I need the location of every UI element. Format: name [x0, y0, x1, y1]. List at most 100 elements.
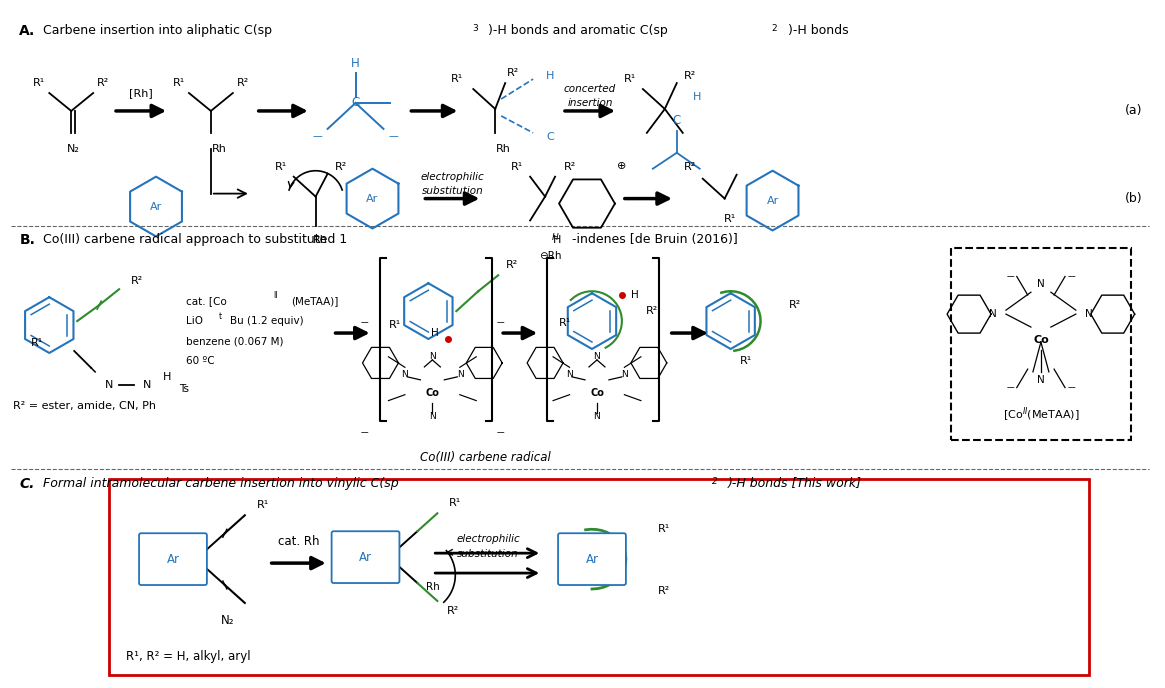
Text: C: C [672, 114, 680, 127]
Text: Rh: Rh [211, 144, 226, 154]
Text: Bu (1.2 equiv): Bu (1.2 equiv) [230, 316, 303, 326]
Text: H: H [546, 71, 555, 81]
Text: R¹: R¹ [511, 162, 523, 172]
Text: R¹: R¹ [450, 498, 461, 508]
Text: Ar: Ar [366, 193, 379, 204]
Text: N: N [429, 412, 436, 421]
Text: C: C [546, 132, 553, 142]
Text: R²: R² [564, 162, 577, 172]
Text: H: H [163, 372, 171, 382]
Text: Co(III) carbene radical: Co(III) carbene radical [419, 451, 551, 464]
Text: (MeTAA)]: (MeTAA)] [291, 296, 338, 306]
Text: Ts: Ts [179, 384, 189, 394]
Text: R¹: R¹ [658, 524, 670, 535]
Text: 3: 3 [472, 24, 478, 33]
Text: Co: Co [425, 388, 439, 398]
Text: )-H bonds and aromatic C(sp: )-H bonds and aromatic C(sp [488, 24, 668, 37]
Text: R¹: R¹ [559, 318, 571, 328]
Text: N: N [105, 380, 113, 390]
Text: -indenes [de Bruin (2016)]: -indenes [de Bruin (2016)] [572, 233, 737, 246]
Text: electrophilic: electrophilic [421, 172, 485, 182]
Text: R²: R² [97, 78, 110, 88]
Text: R¹: R¹ [172, 78, 185, 88]
Text: —: — [1007, 272, 1014, 281]
Text: R¹, R² = H, alkyl, aryl: R¹, R² = H, alkyl, aryl [126, 650, 250, 663]
Text: R²: R² [130, 277, 143, 286]
Text: [Co$^{II}$(MeTAA)]: [Co$^{II}$(MeTAA)] [1003, 405, 1079, 424]
Text: Ar: Ar [167, 552, 179, 566]
Text: benzene (0.067 M): benzene (0.067 M) [186, 336, 283, 346]
Text: Rh: Rh [313, 235, 329, 246]
Text: R²: R² [645, 306, 658, 316]
Text: —: — [496, 428, 504, 437]
Text: Ar: Ar [767, 195, 778, 206]
Text: N: N [621, 370, 628, 379]
Text: [Rh]: [Rh] [129, 88, 153, 98]
Text: R¹: R¹ [256, 500, 269, 510]
Text: N: N [594, 412, 600, 421]
Text: N: N [566, 370, 572, 379]
FancyBboxPatch shape [110, 480, 1089, 675]
Text: II: II [274, 291, 278, 300]
Text: Ar: Ar [359, 550, 372, 563]
Text: —: — [312, 131, 323, 141]
Text: cat. [Co: cat. [Co [186, 296, 227, 306]
Text: Ar: Ar [586, 552, 599, 566]
Text: R²: R² [447, 606, 459, 616]
Text: Ar: Ar [150, 202, 162, 211]
Text: —: — [496, 319, 504, 327]
Text: H: H [692, 92, 701, 102]
Text: )-H bonds: )-H bonds [788, 24, 848, 37]
Text: electrophilic: electrophilic [457, 534, 520, 544]
Text: R²: R² [684, 71, 696, 81]
Text: 2: 2 [771, 24, 777, 33]
Text: R¹: R¹ [623, 74, 636, 84]
Text: N: N [401, 370, 408, 379]
Text: Formal intramolecular carbene insertion into vinylic C(sp: Formal intramolecular carbene insertion … [43, 477, 398, 491]
Text: N: N [1037, 375, 1045, 385]
Text: —: — [361, 428, 368, 437]
Text: R¹: R¹ [389, 320, 402, 330]
Text: substitution: substitution [458, 549, 520, 559]
Text: insertion: insertion [567, 98, 613, 108]
Text: (a): (a) [1125, 105, 1143, 118]
Text: R¹: R¹ [740, 356, 751, 366]
FancyBboxPatch shape [558, 533, 626, 585]
Text: LiO: LiO [186, 316, 203, 326]
Text: substitution: substitution [422, 186, 483, 195]
Text: Co: Co [589, 388, 603, 398]
Text: )-H bonds [This work]: )-H bonds [This work] [728, 477, 862, 491]
Text: —: — [1007, 383, 1014, 392]
Text: R² = ester, amide, CN, Ph: R² = ester, amide, CN, Ph [13, 400, 156, 411]
FancyBboxPatch shape [139, 533, 207, 585]
FancyBboxPatch shape [332, 531, 400, 583]
Text: R¹: R¹ [31, 338, 43, 348]
Text: H: H [553, 235, 562, 246]
Text: C.: C. [20, 477, 35, 491]
Text: N: N [457, 370, 464, 379]
Text: N₂: N₂ [66, 144, 79, 154]
Text: cat. Rh: cat. Rh [278, 535, 319, 548]
Text: N₂: N₂ [221, 614, 234, 627]
Text: R²: R² [684, 162, 696, 172]
Text: N: N [594, 352, 600, 361]
Text: R²: R² [334, 162, 347, 172]
Text: R¹: R¹ [275, 162, 287, 172]
Text: H: H [431, 328, 439, 338]
Text: (b): (b) [1125, 192, 1143, 205]
Text: 2: 2 [712, 477, 718, 486]
Text: N: N [143, 380, 151, 390]
Text: R²: R² [658, 586, 670, 596]
Text: R²: R² [507, 68, 520, 78]
Text: Co: Co [1033, 335, 1048, 345]
Text: R¹: R¹ [33, 78, 45, 88]
Text: R¹: R¹ [723, 213, 736, 224]
Text: —: — [361, 319, 368, 327]
Text: —: — [1068, 383, 1075, 392]
Text: —: — [389, 131, 398, 141]
Text: Rh: Rh [426, 582, 440, 592]
Text: A.: A. [20, 24, 36, 39]
Text: H: H [351, 56, 360, 69]
Text: B.: B. [20, 233, 35, 248]
Text: R²: R² [506, 260, 518, 270]
